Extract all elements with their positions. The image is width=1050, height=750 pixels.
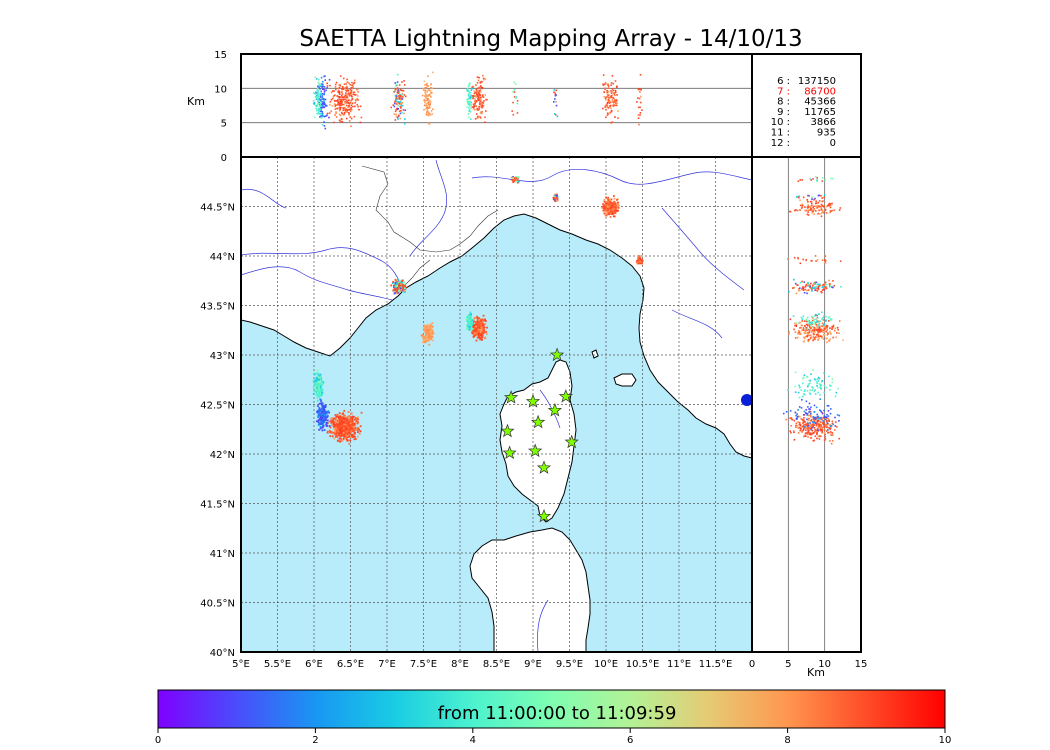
lat-tick-label: 44.5°N [200, 203, 235, 214]
lat-tick-label: 42°N [210, 450, 235, 461]
top-altitude-panel: Km 15 10 5 0 [187, 50, 753, 164]
lon-tick-label: 8°E [451, 659, 469, 670]
station-star-icon [549, 347, 565, 362]
top-panel-gridlines [241, 87, 752, 124]
edge-marker [741, 394, 752, 406]
station-count-value: 11765 [804, 107, 836, 118]
station-count-label: 12 : [771, 138, 790, 149]
station-star-icon [536, 460, 552, 474]
elba-island [613, 373, 637, 387]
lon-tick-label: 5.5°E [264, 659, 291, 670]
station-star-icon [502, 445, 517, 460]
colorbar-tick-label: 6 [627, 735, 633, 746]
corsica-island [499, 359, 577, 523]
lon-tick-label: 10°E [594, 659, 618, 670]
side-xtick-label: 0 [749, 659, 755, 670]
station-count-list: 6 : 137150 7 : 86700 8 : 45366 9 : 11765 10 : 386… [771, 76, 836, 149]
station-star-icon [558, 389, 573, 403]
colorbar-gradient [157, 689, 946, 729]
lon-tick-label: 5°E [232, 659, 250, 670]
station-count-panel: 6 : 137150 7 : 86700 8 : 45366 9 : 11765 10 : 386… [751, 53, 862, 158]
top-panel-yticks: 15 10 5 0 [214, 50, 227, 164]
lat-tick-label: 42.5°N [200, 401, 235, 412]
side-xtick-label: 10 [818, 659, 831, 670]
lon-tick-label: 6.5°E [337, 659, 364, 670]
station-star-icon [503, 390, 519, 404]
lon-tick-label: 7.5°E [410, 659, 437, 670]
station-count-label: 6 : [777, 76, 790, 87]
colorbar-tick-label: 0 [155, 735, 161, 746]
rivers [241, 159, 752, 652]
top-panel-sources [312, 71, 643, 130]
colorbar-tick-label: 8 [784, 735, 790, 746]
colorbar-tick-label: 2 [312, 735, 318, 746]
station-count-label: 7 : [777, 86, 790, 97]
station-count-value: 3866 [811, 117, 836, 128]
station-star-icon [525, 393, 541, 408]
lon-tick-label: 11°E [667, 659, 691, 670]
station-count-label: 8 : [777, 97, 790, 108]
lon-tick-label: 9°E [524, 659, 542, 670]
sardinia-island [469, 527, 591, 652]
lat-tick-label: 43.5°N [200, 302, 235, 313]
top-ytick-label: 0 [221, 153, 227, 164]
country-borders [361, 165, 499, 287]
station-star-icon [547, 402, 563, 417]
mainland-landmass [241, 157, 752, 459]
side-panel-xticks: 0 5 10 15 [749, 659, 868, 670]
capraia-island [591, 349, 599, 359]
station-star-icon [536, 508, 552, 523]
station-count-value: 0 [830, 138, 836, 149]
side-xtick-label: 5 [785, 659, 791, 670]
station-count-value: 137150 [798, 76, 836, 87]
colorbar-label: from 11:00:00 to 11:09:59 [438, 703, 677, 724]
side-panel-sources [782, 176, 844, 445]
station-count-value: 45366 [804, 97, 836, 108]
longitude-tick-labels: 5°E 5.5°E 6°E 6.5°E 7°E 7.5°E 8°E 8.5°E 9°E 9.5°E… [232, 659, 732, 670]
station-count-label: 11 : [771, 128, 790, 139]
station-count-value: 86700 [804, 86, 836, 97]
map-gridlines [241, 157, 752, 652]
time-colorbar: from 11:00:00 to 11:09:59 0 2 4 6 8 10 [155, 689, 952, 746]
station-count-value: 935 [817, 128, 836, 139]
figure-title: SAETTA Lightning Mapping Array - 14/10/1… [299, 26, 802, 52]
colorbar-tick-label: 4 [470, 735, 476, 746]
station-count-label: 10 : [771, 117, 790, 128]
lon-tick-label: 11.5°E [699, 659, 733, 670]
station-star-icon [530, 414, 546, 429]
lma-stations [500, 347, 579, 523]
side-xtick-label: 15 [855, 659, 868, 670]
station-star-icon [564, 434, 579, 449]
lon-tick-label: 8.5°E [483, 659, 510, 670]
top-ytick-label: 5 [221, 119, 227, 130]
top-ytick-label: 15 [214, 50, 227, 61]
latitude-tick-labels: 44.5°N 44°N 43.5°N 43°N 42.5°N 42°N 41.5°N 41°N… [200, 203, 235, 660]
side-altitude-panel: 0 5 10 15 Km [749, 156, 868, 679]
map-panel: 5°E 5.5°E 6°E 6.5°E 7°E 7.5°E 8°E 8.5°E 9°E 9.5°E… [200, 156, 753, 670]
top-ytick-label: 10 [214, 84, 227, 95]
station-count-label: 9 : [777, 107, 790, 118]
lat-tick-label: 41.5°N [200, 500, 235, 511]
lon-tick-label: 10.5°E [626, 659, 660, 670]
colorbar-tick-label: 10 [939, 735, 952, 746]
station-star-icon [528, 443, 543, 458]
lat-tick-label: 43°N [210, 351, 235, 362]
map-lightning-sources [312, 176, 644, 445]
lat-tick-label: 44°N [210, 252, 235, 263]
lon-tick-label: 6°E [305, 659, 323, 670]
station-star-icon [500, 423, 515, 438]
side-panel-gridlines [787, 157, 826, 652]
lon-tick-label: 9.5°E [556, 659, 583, 670]
lat-tick-label: 40.5°N [200, 599, 235, 610]
lon-tick-label: 7°E [378, 659, 396, 670]
top-panel-ylabel: Km [187, 95, 205, 108]
lat-tick-label: 41°N [210, 549, 235, 560]
colorbar-ticks: 0 2 4 6 8 10 [155, 728, 952, 746]
lat-tick-label: 40°N [210, 648, 235, 659]
side-panel-xlabel: Km [807, 666, 825, 679]
